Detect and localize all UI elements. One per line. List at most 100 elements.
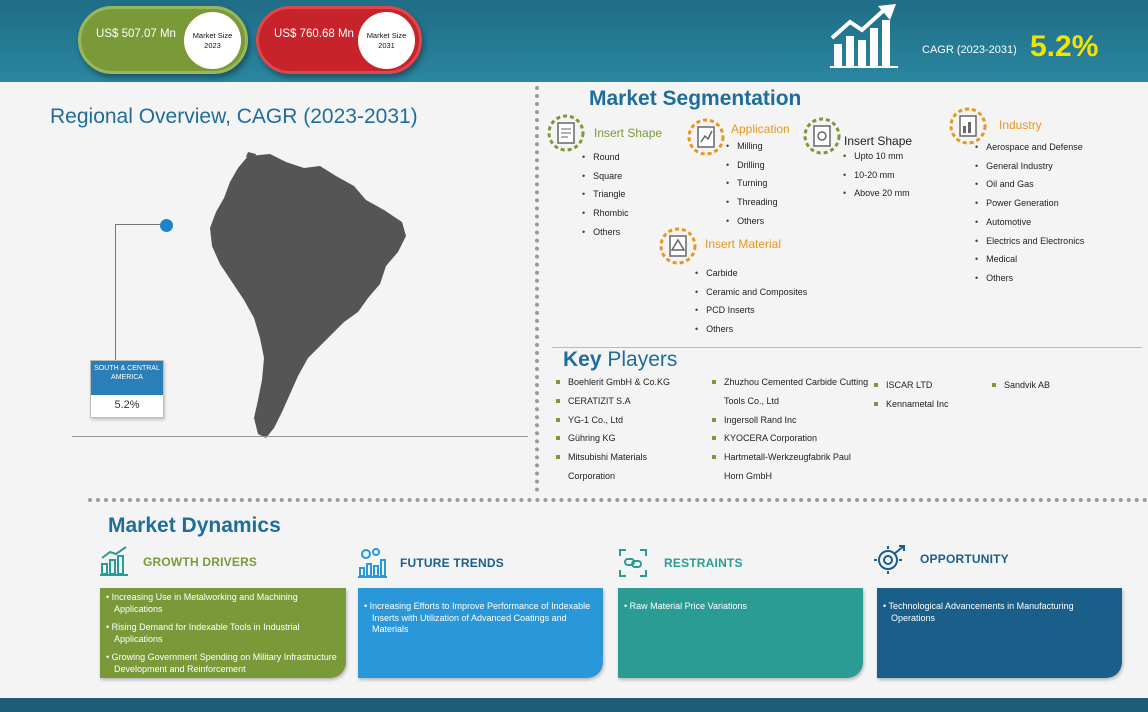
insert-size-icon — [803, 117, 841, 155]
list-item: Turning — [726, 174, 778, 193]
key-player-item: CERATIZIT S.A — [556, 392, 701, 411]
list-item: Medical — [975, 250, 1084, 269]
list-item: Electrics and Electronics — [975, 232, 1084, 251]
market-size-2031-label: Market Size 2031 — [358, 12, 415, 69]
growth-drivers-box: Increasing Use in Metalworking and Machi… — [100, 588, 346, 678]
list-item: Others — [695, 320, 807, 339]
growth-driver-item: Growing Government Spending on Military … — [106, 652, 340, 675]
south-america-map — [210, 152, 406, 438]
restraints-box: Raw Material Price Variations — [618, 588, 863, 678]
growth-chart-icon — [830, 4, 898, 68]
growth-drivers-heading: GROWTH DRIVERS — [143, 555, 258, 569]
list-item: Above 20 mm — [843, 184, 910, 203]
key-players-title-bold: Key — [563, 348, 602, 371]
list-item: Square — [582, 167, 629, 186]
region-cagr: 5.2% — [114, 399, 140, 411]
restraints-icon — [619, 549, 647, 577]
list-item: Rhombic — [582, 204, 629, 223]
market-segmentation-title: Market Segmentation — [589, 87, 802, 110]
segment-heading-application: Application — [731, 122, 790, 136]
list-item: Drilling — [726, 156, 778, 175]
cagr-label: CAGR (2023-2031) — [922, 44, 1017, 56]
header-banner: US$ 507.07 Mn Market Size 2023 US$ 760.6… — [0, 0, 1148, 82]
key-player-item: Gühring KG — [556, 429, 701, 448]
key-player-item: Zhuzhou Cemented Carbide Cutting Tools C… — [712, 373, 872, 411]
segment-list-insert-size: Upto 10 mm 10-20 mm Above 20 mm — [843, 147, 910, 203]
market-size-2023-value: US$ 507.07 Mn — [96, 28, 176, 40]
list-item: Upto 10 mm — [843, 147, 910, 166]
market-size-2023-label: Market Size 2023 — [184, 12, 241, 69]
vertical-divider — [535, 86, 539, 492]
restraints-heading: RESTRAINTS — [664, 556, 743, 570]
future-trend-item: Increasing Efforts to Improve Performanc… — [364, 601, 597, 636]
opportunity-icon — [874, 545, 905, 574]
growth-driver-item: Rising Demand for Indexable Tools in Ind… — [106, 622, 340, 645]
segment-heading-industry: Industry — [999, 118, 1042, 132]
segment-list-insert-material: Carbide Ceramic and Composites PCD Inser… — [695, 264, 807, 339]
segmentation-baseline — [552, 347, 1142, 348]
horizontal-divider — [88, 498, 1148, 502]
key-player-item: ISCAR LTD — [874, 376, 984, 395]
key-players-column-1: Boehlerit GmbH & Co.KG CERATIZIT S.A YG-… — [556, 373, 701, 486]
segment-heading-insert-shape: Insert Shape — [594, 126, 663, 140]
list-item: Carbide — [695, 264, 807, 283]
list-item: PCD Inserts — [695, 301, 807, 320]
future-trends-icon — [358, 548, 387, 578]
list-item: Ceramic and Composites — [695, 283, 807, 302]
list-item: Triangle — [582, 185, 629, 204]
key-player-item: KYOCERA Corporation — [712, 429, 872, 448]
market-size-2023-pill: US$ 507.07 Mn Market Size 2023 — [78, 6, 248, 74]
list-item: General Industry — [975, 157, 1084, 176]
region-connector-horizontal — [115, 224, 165, 225]
key-players-column-2: Zhuzhou Cemented Carbide Cutting Tools C… — [712, 373, 872, 486]
list-item: Others — [582, 223, 629, 242]
list-item: Others — [975, 269, 1084, 288]
list-item: Threading — [726, 193, 778, 212]
key-player-item: Mitsubishi Materials Corporation — [556, 448, 676, 486]
future-trends-box: Increasing Efforts to Improve Performanc… — [358, 588, 603, 678]
key-player-item: Boehlerit GmbH & Co.KG — [556, 373, 701, 392]
insert-material-icon — [659, 227, 697, 265]
opportunity-box: Technological Advancements in Manufactur… — [877, 588, 1122, 678]
opportunity-heading: OPPORTUNITY — [920, 552, 1009, 566]
market-size-2031-value: US$ 760.68 Mn — [274, 28, 354, 40]
list-item: Power Generation — [975, 194, 1084, 213]
market-size-2031-pill: US$ 760.68 Mn Market Size 2031 — [256, 6, 422, 74]
list-item: Aerospace and Defense — [975, 138, 1084, 157]
future-trends-heading: FUTURE TRENDS — [400, 556, 504, 570]
key-players-column-3: ISCAR LTD Kennametal Inc — [874, 376, 984, 414]
segment-heading-insert-size: Insert Shape — [844, 134, 913, 148]
regional-baseline — [72, 436, 528, 437]
key-players-column-4: Sandvik AB — [992, 376, 1102, 395]
key-player-item: Kennametal Inc — [874, 395, 984, 414]
segment-list-insert-shape: Round Square Triangle Rhombic Others — [582, 148, 629, 242]
list-item: Milling — [726, 137, 778, 156]
key-player-item: Ingersoll Rand Inc — [712, 411, 872, 430]
regional-overview-title: Regional Overview, CAGR (2023-2031) — [50, 105, 418, 128]
region-connector-vertical — [115, 224, 116, 362]
key-players-title-rest: Players — [601, 348, 678, 371]
opportunity-item: Technological Advancements in Manufactur… — [883, 601, 1116, 624]
segment-list-application: Milling Drilling Turning Threading Other… — [726, 137, 778, 231]
key-player-item: YG-1 Co., Ltd — [556, 411, 701, 430]
cagr-value: 5.2% — [1030, 30, 1099, 63]
segment-heading-insert-material: Insert Material — [705, 237, 782, 251]
list-item: Others — [726, 212, 778, 231]
key-player-item: Sandvik AB — [992, 376, 1102, 395]
growth-drivers-icon — [100, 546, 128, 576]
region-card[interactable]: SOUTH & CENTRAL AMERICA 5.2% — [90, 360, 164, 418]
key-player-item: Hartmetall-Werkzeugfabrik Paul Horn GmbH — [712, 448, 872, 486]
list-item: Oil and Gas — [975, 175, 1084, 194]
key-players-title: Key Players — [563, 348, 677, 372]
list-item: 10-20 mm — [843, 166, 910, 185]
segment-list-industry: Aerospace and Defense General Industry O… — [975, 138, 1084, 288]
region-name: SOUTH & CENTRAL AMERICA — [91, 361, 163, 395]
growth-driver-item: Increasing Use in Metalworking and Machi… — [106, 592, 340, 615]
region-marker-dot[interactable] — [160, 219, 173, 232]
restraint-item: Raw Material Price Variations — [624, 601, 857, 613]
industry-icon — [949, 107, 987, 145]
insert-shape-icon — [547, 114, 585, 152]
market-dynamics-title: Market Dynamics — [108, 514, 281, 537]
list-item: Automotive — [975, 213, 1084, 232]
footer-bar — [0, 698, 1148, 712]
